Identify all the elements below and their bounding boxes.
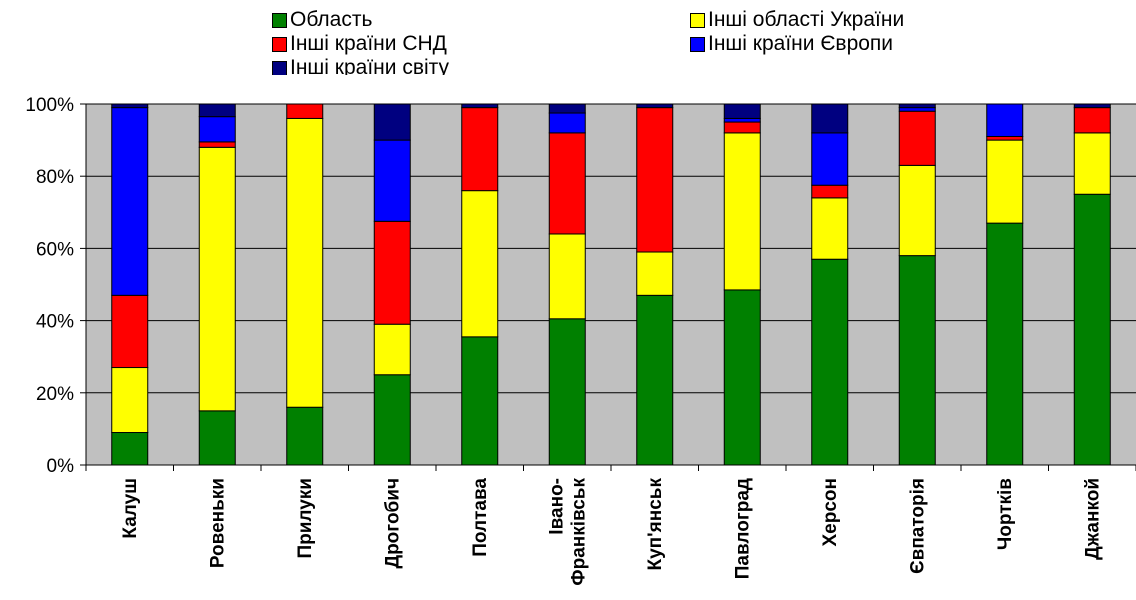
bar-segment	[811, 258, 849, 466]
bar-segment	[986, 222, 1024, 466]
bar-segment	[898, 103, 936, 109]
bar-segment	[723, 132, 761, 291]
y-tick-label: 0%	[47, 456, 75, 477]
bar-segment	[898, 107, 936, 112]
x-tick-label: Дрогобич	[382, 478, 403, 568]
x-tick-label: Калуш	[120, 478, 141, 539]
bar-segment	[636, 103, 674, 109]
legend-label-oblast: Область	[290, 8, 373, 31]
bar-segment	[986, 103, 1024, 137]
legend-swatch-europe	[690, 36, 705, 52]
bar-segment	[986, 135, 1024, 141]
bar-segment	[373, 323, 411, 376]
bar-segment	[548, 318, 586, 466]
bar-segment	[461, 190, 499, 338]
bar-segment	[461, 336, 499, 466]
bar-segment	[1073, 132, 1111, 195]
legend-swatch-oblast	[272, 12, 287, 28]
bar-segment	[548, 112, 586, 134]
y-tick-label: 60%	[36, 239, 74, 260]
bar-segment	[811, 197, 849, 260]
bar-segment	[1073, 103, 1111, 109]
bar-segment	[198, 141, 236, 148]
legend-item-cis: Інші країни СНД	[272, 33, 447, 55]
bar-segment	[986, 139, 1024, 224]
x-tick-label: Прилуки	[295, 478, 316, 559]
bar-segment	[373, 139, 411, 222]
legend-label-other-regions-ukraine: Інші області України	[708, 8, 905, 31]
bar-segment	[198, 410, 236, 466]
bar-segment	[811, 103, 849, 134]
legend-label-world: Інші країни світу	[290, 56, 449, 76]
bar-segment	[1073, 193, 1111, 466]
bar-segment	[548, 233, 586, 320]
bar-segment	[198, 116, 236, 143]
bar-segment	[198, 146, 236, 412]
legend-item-europe: Інші країни Європи	[690, 33, 893, 55]
bar-segment	[111, 294, 149, 369]
legend-item-oblast: Область	[272, 9, 372, 31]
bar-segment	[111, 367, 149, 434]
legend-item-world: Інші країни світу	[272, 57, 449, 75]
x-tick-label: Джанкой	[1082, 478, 1103, 560]
legend-label-europe: Інші країни Європи	[708, 32, 894, 55]
bar-segment	[461, 107, 499, 192]
bar-segment	[898, 164, 936, 257]
bar-segment	[636, 107, 674, 253]
x-tick-label: Івано-Франківськ	[546, 478, 589, 586]
bar-segment	[548, 132, 586, 235]
legend-swatch-other-regions-ukraine	[690, 12, 705, 28]
y-tick-label: 40%	[36, 312, 74, 333]
x-tick-label: Ровеньки	[207, 478, 228, 568]
legend-swatch-world	[272, 60, 287, 75]
bar-segment	[723, 121, 761, 134]
bar-segment	[286, 103, 324, 119]
bar-segment	[811, 132, 849, 186]
legend: Область Інші області України Інші країни…	[0, 0, 1136, 75]
legend-swatch-cis	[272, 36, 287, 52]
bar-segment	[373, 220, 411, 325]
bar-segment	[898, 110, 936, 166]
x-tick-label: Павлоград	[732, 478, 753, 579]
bar-segment	[111, 107, 149, 296]
bar-segment	[111, 432, 149, 466]
legend-item-other-regions-ukraine: Інші області України	[690, 9, 904, 31]
x-tick-label: Херсон	[820, 478, 841, 547]
bar-segment	[811, 184, 849, 199]
bar-segment	[723, 117, 761, 123]
x-tick-label: Євпаторія	[907, 478, 928, 574]
plot-area	[86, 104, 1136, 465]
x-tick-label: Куп'янськ	[645, 478, 666, 571]
x-tick-label: Чортків	[995, 478, 1016, 550]
y-tick-label: 100%	[25, 95, 74, 116]
bar-segment	[636, 251, 674, 296]
bar-segment	[723, 289, 761, 466]
bar-segment	[898, 255, 936, 466]
legend-label-cis: Інші країни СНД	[290, 32, 447, 55]
y-tick-label: 20%	[36, 384, 74, 405]
bar-segment	[111, 103, 149, 109]
bar-segment	[373, 374, 411, 466]
bar-segment	[548, 103, 586, 114]
bar-segment	[1073, 107, 1111, 134]
bar-segment	[286, 117, 324, 408]
bar-segment	[373, 103, 411, 141]
bar-segment	[636, 294, 674, 466]
bar-segment	[461, 103, 499, 109]
bar-segment	[286, 406, 324, 466]
bar-segment	[198, 103, 236, 118]
y-tick-label: 80%	[36, 167, 74, 188]
x-tick-label: Полтава	[470, 478, 491, 557]
bar-segment	[723, 103, 761, 119]
